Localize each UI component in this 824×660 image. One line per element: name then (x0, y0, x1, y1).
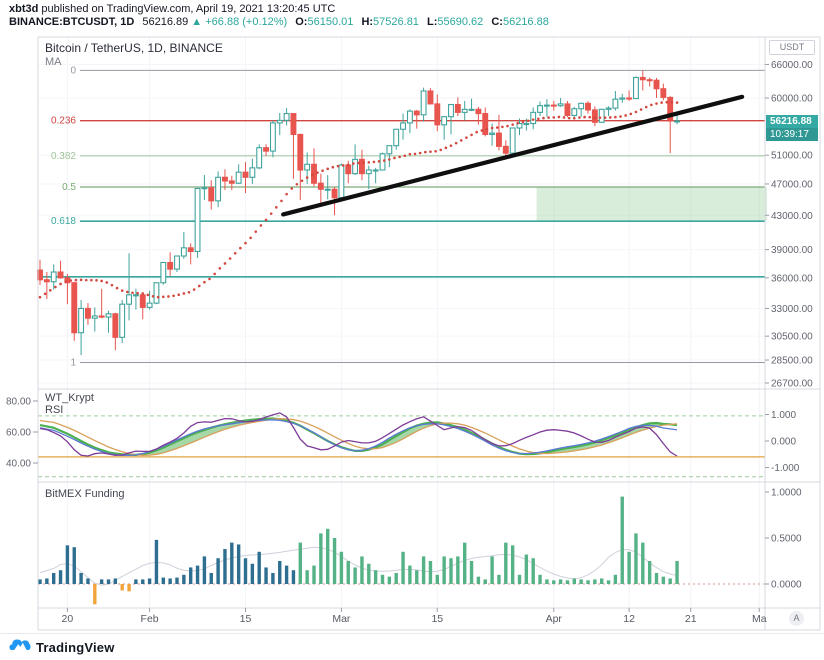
brand-wordmark[interactable]: TradingView (36, 639, 115, 655)
attribution-line: xbt3d published on TradingView.com, Apri… (9, 3, 335, 15)
open-value: 56150.01 (307, 16, 354, 28)
svg-text:30500.00: 30500.00 (771, 332, 813, 343)
svg-text:47000.00: 47000.00 (771, 179, 813, 190)
tradingview-logo-icon[interactable] (9, 637, 31, 658)
svg-text:0.5: 0.5 (62, 182, 76, 193)
close-value: 56216.88 (502, 16, 549, 28)
svg-text:20: 20 (62, 613, 74, 625)
last-price: 56216.89 (142, 16, 189, 28)
svg-text:43000.00: 43000.00 (771, 211, 813, 222)
svg-text:51000.00: 51000.00 (771, 151, 813, 162)
svg-text:1.000: 1.000 (771, 410, 796, 421)
badge-countdown: 10:39:17 (766, 128, 818, 141)
footer: TradingView (0, 633, 824, 660)
svg-text:Ma: Ma (752, 613, 767, 625)
open-label: O: (295, 16, 308, 28)
svg-text:26700.00: 26700.00 (771, 379, 813, 390)
svg-text:0.618: 0.618 (51, 216, 76, 227)
funding-indicator-title: BitMEX Funding (45, 488, 125, 500)
high-label: H: (361, 16, 374, 28)
wt-indicator-title: WT_Krypt (45, 392, 94, 404)
svg-text:1: 1 (70, 358, 76, 369)
svg-text:0.5000: 0.5000 (771, 534, 802, 545)
axis-settings-button[interactable]: A (789, 611, 804, 626)
svg-text:0.0000: 0.0000 (771, 580, 802, 591)
svg-text:60000.00: 60000.00 (771, 94, 813, 105)
svg-text:Feb: Feb (141, 613, 159, 625)
svg-text:-1.000: -1.000 (771, 463, 800, 474)
symbol-label: BINANCE:BTCUSDT, 1D (9, 16, 135, 28)
ma-legend: MA (45, 56, 62, 68)
svg-text:0.236: 0.236 (51, 116, 76, 127)
svg-text:39000.00: 39000.00 (771, 245, 813, 256)
svg-text:0.382: 0.382 (51, 151, 76, 162)
svg-text:0.000: 0.000 (771, 437, 796, 448)
chart-title: Bitcoin / TetherUS, 1D, BINANCE (45, 41, 223, 55)
close-label: C: (491, 16, 503, 28)
svg-text:21: 21 (685, 613, 697, 625)
svg-text:Apr: Apr (546, 613, 563, 625)
badge-price: 56216.88 (770, 116, 812, 127)
currency-label: USDT (769, 40, 815, 55)
svg-text:60.00: 60.00 (6, 428, 31, 439)
low-label: L: (427, 16, 438, 28)
svg-text:36000.00: 36000.00 (771, 273, 813, 284)
svg-text:15: 15 (240, 613, 252, 625)
symbol-status-line: BINANCE:BTCUSDT, 1D 56216.89 ▲ +66.88 (+… (9, 16, 549, 28)
svg-text:66000.00: 66000.00 (771, 60, 813, 71)
svg-text:1.0000: 1.0000 (771, 488, 802, 499)
rsi-indicator-title: RSI (45, 404, 64, 416)
svg-text:0: 0 (70, 65, 76, 76)
price-change: ▲ +66.88 (+0.12%) (191, 16, 288, 28)
svg-text:28500.00: 28500.00 (771, 356, 813, 367)
svg-text:33000.00: 33000.00 (771, 304, 813, 315)
svg-text:Mar: Mar (332, 613, 351, 625)
attribution-text: published on TradingView.com, April 19, … (41, 3, 336, 15)
author-name: xbt3d (9, 3, 39, 15)
high-value: 57526.81 (373, 16, 419, 28)
svg-text:12: 12 (623, 613, 635, 625)
svg-text:40.00: 40.00 (6, 459, 31, 470)
svg-text:15: 15 (431, 613, 443, 625)
last-price-badge: 56216.88 10:39:17 (766, 115, 818, 141)
low-value: 55690.62 (437, 16, 484, 28)
svg-text:80.00: 80.00 (6, 397, 31, 408)
